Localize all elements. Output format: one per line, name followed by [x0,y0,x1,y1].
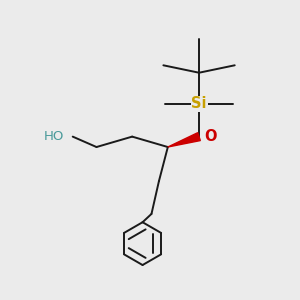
Polygon shape [168,133,200,147]
Text: HO: HO [44,130,64,143]
Text: Si: Si [191,96,207,111]
Text: O: O [204,129,217,144]
